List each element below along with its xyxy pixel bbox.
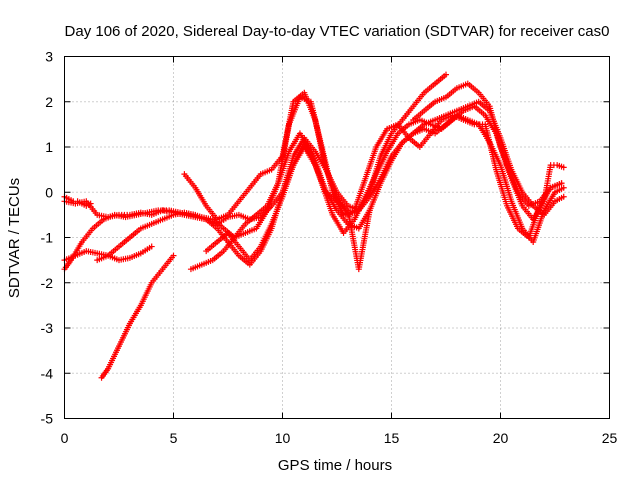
y-tick-label: 1 [45, 139, 53, 155]
x-axis-label: GPS time / hours [278, 457, 392, 474]
y-tick-label: -2 [41, 275, 54, 291]
y-tick-label: -3 [41, 320, 54, 336]
series-track-d [98, 252, 177, 381]
y-tick-label: 2 [45, 94, 53, 110]
y-tick-label: -1 [41, 230, 54, 246]
x-tick-label: 5 [170, 430, 178, 446]
y-axis-label: SDTVAR / TECUs [6, 178, 23, 298]
y-tick-label: -5 [41, 411, 54, 427]
data-point-markers [410, 80, 567, 223]
x-tick-label: 10 [275, 430, 291, 446]
y-tick-label: -4 [41, 365, 54, 381]
x-tick-label: 25 [602, 430, 618, 446]
x-tick-label: 0 [61, 430, 69, 446]
y-tick-label: 0 [45, 184, 53, 200]
data-point-markers [203, 112, 567, 273]
y-tick-label: 3 [45, 49, 53, 65]
chart-title: Day 106 of 2020, Sidereal Day-to-day VTE… [65, 23, 610, 40]
x-tick-label: 20 [493, 430, 509, 446]
axis-ticks: 0 5 10 15 20 25 -5 -4 -3 -2 -1 0 1 2 3 [41, 49, 618, 447]
data-point-markers [98, 252, 177, 381]
series-track-i [410, 80, 567, 223]
series-track-h [203, 112, 567, 273]
x-tick-label: 15 [384, 430, 400, 446]
